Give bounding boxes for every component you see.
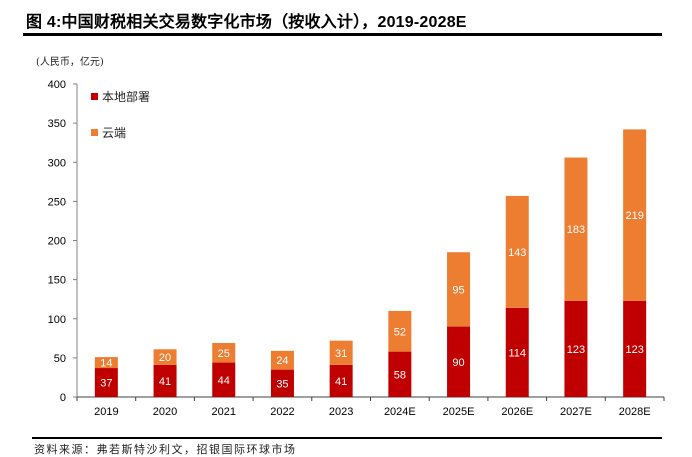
bar-segment-cloud [505, 195, 529, 308]
x-tick-label: 2028E [619, 406, 651, 418]
legend-label: 本地部署 [102, 89, 150, 104]
bar-segment-cloud [447, 252, 471, 327]
bar-segment-on-premise [623, 300, 647, 397]
data-label: 123 [567, 344, 585, 356]
y-tick-label: 100 [48, 314, 66, 326]
y-tick-label: 50 [54, 353, 66, 365]
bar-segment-on-premise [329, 364, 353, 397]
bar-segment-on-premise [447, 326, 471, 397]
data-label: 52 [394, 326, 406, 338]
bar-segment-on-premise [212, 362, 236, 397]
x-tick-label: 2023 [329, 406, 353, 418]
x-tick-label: 2025E [443, 406, 475, 418]
legend-swatch [91, 93, 98, 100]
data-label: 41 [159, 376, 171, 388]
bar-segment-cloud [94, 357, 118, 369]
data-label: 44 [218, 375, 230, 387]
data-label: 219 [625, 210, 643, 222]
data-label: 114 [508, 347, 526, 359]
y-tick-label: 150 [48, 275, 66, 287]
bar-segment-on-premise [505, 307, 529, 397]
unit-label: (人民币，亿元) [36, 57, 104, 68]
legend-label: 云端 [102, 126, 126, 140]
bar-segment-cloud [270, 350, 294, 370]
bar-segment-cloud [329, 340, 353, 365]
data-label: 31 [335, 348, 347, 360]
data-label: 95 [452, 284, 464, 296]
y-tick-label: 400 [48, 79, 66, 91]
bar-segment-cloud [623, 129, 647, 301]
data-label: 90 [452, 357, 464, 369]
data-label: 35 [276, 378, 288, 390]
data-label: 24 [276, 355, 288, 367]
x-tick-label: 2022 [270, 406, 294, 418]
bars [94, 129, 647, 397]
bar-segment-on-premise [270, 369, 294, 397]
bar-segment-on-premise [564, 300, 588, 397]
source-note: 资料来源：弗若斯特沙利文，招银国际环球市场 [34, 443, 297, 456]
y-tick-label: 0 [60, 392, 66, 404]
data-label: 20 [159, 352, 171, 364]
title-rule [23, 33, 662, 36]
bar-segment-cloud [388, 310, 412, 352]
data-label: 25 [218, 348, 230, 360]
x-tick-label: 2027E [560, 406, 592, 418]
data-label: 14 [100, 358, 112, 370]
bar-segment-cloud [564, 157, 588, 301]
y-tick-label: 200 [48, 236, 66, 248]
y-tick-label: 250 [48, 196, 66, 208]
bar-segment-on-premise [388, 351, 412, 397]
x-tick-label: 2019 [94, 406, 118, 418]
data-label: 183 [567, 224, 585, 236]
x-tick-label: 2024E [384, 406, 416, 418]
axes: 0 50 100 150 200 250 300 350 400 2019 2020 2021 2022… [48, 79, 665, 418]
x-tick-label: 2026E [501, 406, 533, 418]
bar-labels: 37 14 41 20 44 25 35 24 41 31 58 52 90 95 114 143 123 183… [100, 210, 644, 390]
x-tick-label: 2020 [153, 406, 177, 418]
bar-segment-on-premise [94, 368, 118, 397]
data-label: 37 [100, 378, 112, 390]
footer-rule [32, 437, 662, 439]
data-label: 143 [508, 247, 526, 259]
data-label: 41 [335, 376, 347, 388]
bar-segment-cloud [153, 349, 177, 365]
x-tick-label: 2021 [212, 406, 236, 418]
data-label: 58 [394, 369, 406, 381]
data-label: 123 [625, 344, 643, 356]
y-tick-label: 350 [48, 118, 66, 130]
figure-title: 图 4:中国财税相关交易数字化市场（按收入计），2019-2028E [26, 14, 467, 31]
y-tick-label: 300 [48, 157, 66, 169]
bar-segment-cloud [212, 343, 236, 363]
legend-swatch [91, 129, 98, 136]
bar-segment-on-premise [153, 364, 177, 397]
